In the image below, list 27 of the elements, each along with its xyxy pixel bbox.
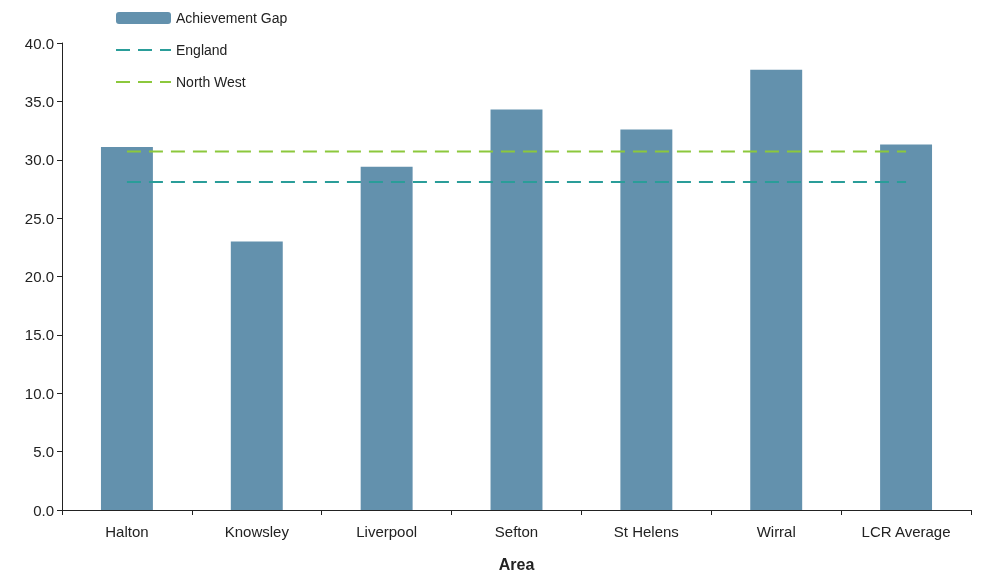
y-tick-label: 30.0 <box>24 151 54 169</box>
bar <box>490 109 543 510</box>
bar <box>750 69 803 510</box>
bar <box>620 129 673 510</box>
legend-label: Achievement Gap <box>176 10 288 26</box>
y-tick-label: 40.0 <box>24 34 54 52</box>
y-tick-label: 35.0 <box>24 92 54 110</box>
legend-label: England <box>176 42 228 58</box>
y-tick-label: 15.0 <box>24 326 54 344</box>
bar <box>880 144 933 510</box>
bar <box>360 166 413 510</box>
x-tick-label: Sefton <box>494 523 539 540</box>
y-tick-label: 0.0 <box>33 501 54 519</box>
x-tick-label: LCR Average <box>861 523 951 540</box>
y-tick-label: 25.0 <box>24 209 54 227</box>
bar <box>230 241 283 510</box>
x-tick-label: St Helens <box>613 523 679 540</box>
x-tick-label: Halton <box>105 523 149 540</box>
legend-label: North West <box>176 74 246 90</box>
y-tick-label: 10.0 <box>24 384 54 402</box>
x-tick-label: Knowsley <box>224 523 290 540</box>
y-tick-label: 20.0 <box>24 268 54 285</box>
bar <box>100 146 153 510</box>
x-axis-title: Area <box>498 555 535 573</box>
y-tick-label: 5.0 <box>33 443 54 461</box>
x-tick-label: Wirral <box>756 523 796 540</box>
x-tick-label: Liverpool <box>356 523 418 540</box>
